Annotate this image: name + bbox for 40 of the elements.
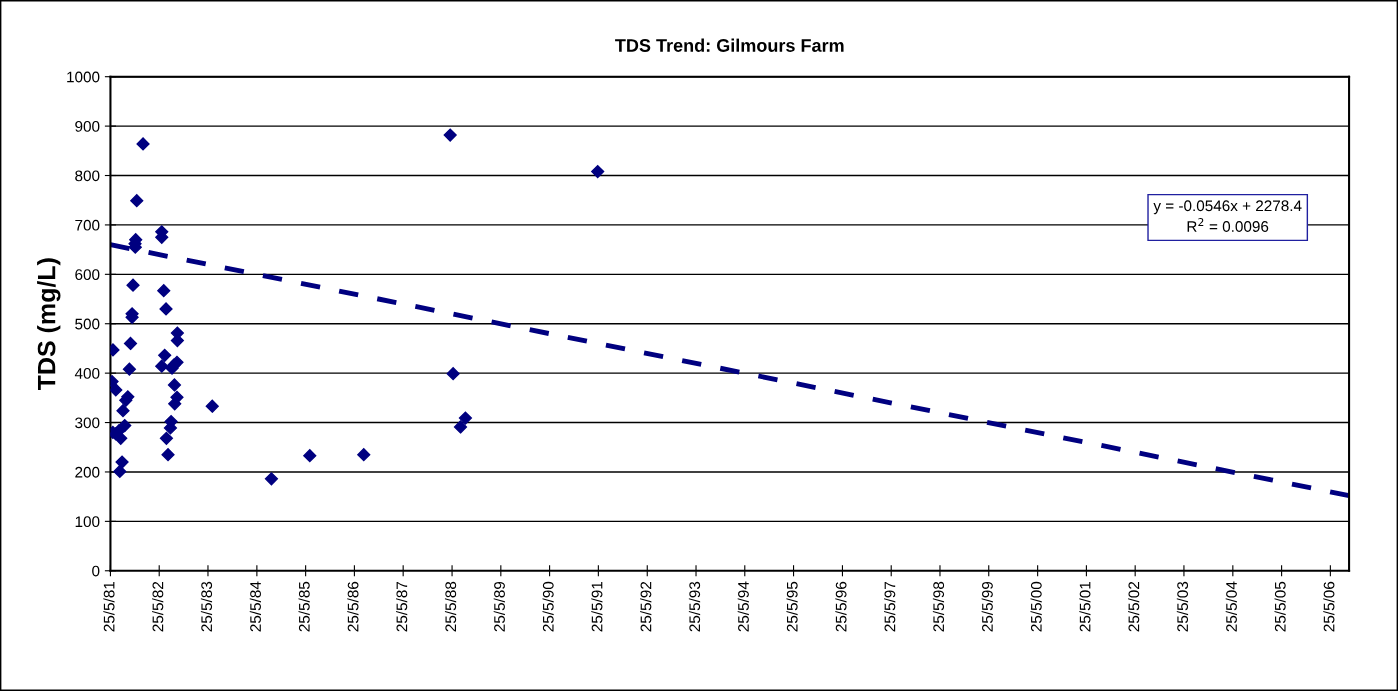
y-tick-label: 900 <box>75 120 100 132</box>
x-tick-label: 25/5/88 <box>444 581 457 632</box>
x-tick-label: 25/5/98 <box>932 581 945 632</box>
y-tick-label: 1000 <box>67 71 100 83</box>
x-tick-label: 25/5/86 <box>347 581 359 632</box>
x-tick-label: 25/5/90 <box>542 581 554 632</box>
x-tick-label: 25/5/81 <box>103 581 115 632</box>
y-tick-label: 400 <box>74 368 100 379</box>
x-tick-label: 25/5/95 <box>786 581 798 632</box>
x-tick-label: 25/5/97 <box>884 581 896 632</box>
x-tick-label: 25/5/02 <box>1128 581 1140 632</box>
x-tick-label: 25/5/82 <box>152 581 164 632</box>
y-tick-label: 0 <box>92 565 100 577</box>
y-tick-label: 700 <box>75 219 100 231</box>
x-tick-label: 25/5/06 <box>1323 581 1335 632</box>
y-tick-label: 100 <box>75 516 100 528</box>
y-tick-label: 300 <box>75 417 100 429</box>
x-tick-label: 25/5/03 <box>1176 581 1189 632</box>
x-tick-label: 25/5/05 <box>1274 581 1286 632</box>
y-axis-title: TDS (mg/L) <box>37 258 61 391</box>
x-tick-label: 25/5/92 <box>640 581 652 632</box>
x-tick-label: 25/5/04 <box>1225 581 1237 632</box>
y-tick-label: 600 <box>75 269 100 281</box>
chart-title: TDS Trend: Gilmours Farm <box>615 38 844 52</box>
x-tick-label: 25/5/00 <box>1030 581 1042 632</box>
x-tick-label: 25/5/96 <box>835 581 847 632</box>
y-tick-label: 800 <box>75 170 100 182</box>
x-tick-label: 25/5/84 <box>249 581 261 632</box>
x-tick-label: 25/5/87 <box>396 581 408 632</box>
x-tick-label: 25/5/91 <box>591 581 603 632</box>
x-tick-label: 25/5/89 <box>493 581 505 632</box>
y-tick-label: 500 <box>75 318 100 330</box>
x-tick-label: 25/5/01 <box>1079 581 1091 632</box>
x-tick-label: 25/5/93 <box>688 581 701 632</box>
x-tick-label: 25/5/83 <box>200 581 213 632</box>
x-tick-label: 25/5/99 <box>981 581 993 632</box>
annotation: y = -0.0546x + 2278.4 R$^{2}$ = 0.0096 <box>1153 200 1302 232</box>
x-tick-label: 25/5/85 <box>298 581 310 632</box>
x-tick-label: 25/5/94 <box>737 581 749 632</box>
y-tick-label: 200 <box>75 466 100 478</box>
